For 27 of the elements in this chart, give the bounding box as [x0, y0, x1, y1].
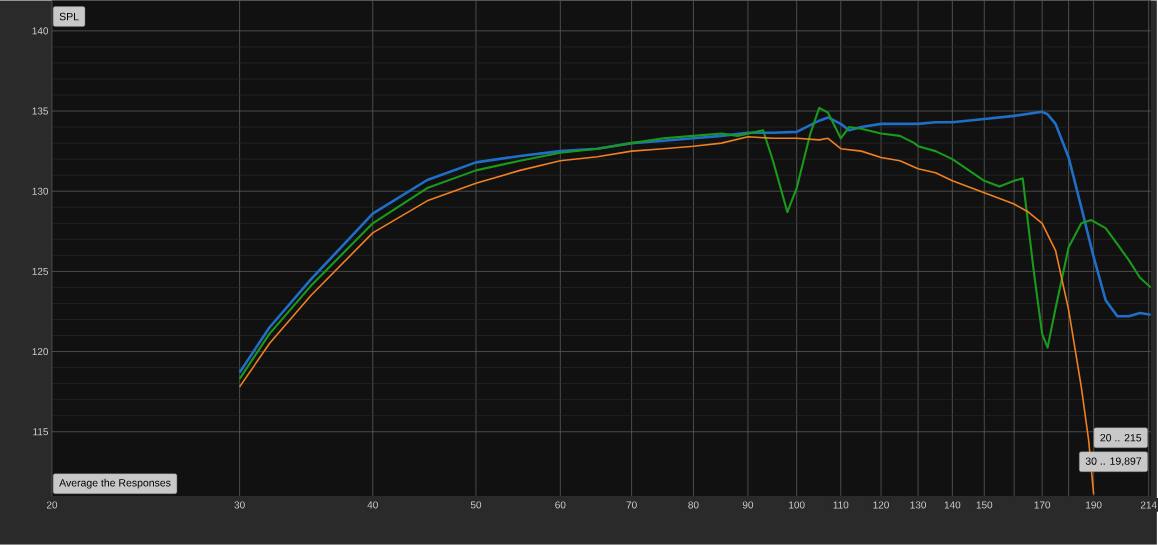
y-tick-label: 120	[32, 348, 49, 356]
annotation: 20 .. 215	[1100, 434, 1142, 442]
y-tick-label: 140	[32, 27, 49, 35]
x-tick-label: 70	[626, 501, 637, 509]
y-tick-label: 115	[33, 428, 49, 436]
y-tick-label: 125	[32, 267, 49, 275]
x-tick-label: 20	[46, 501, 58, 509]
x-tick-label: 90	[742, 501, 754, 509]
x-tick-label: 60	[555, 501, 566, 509]
x-tick-label: 50	[470, 501, 482, 509]
x-tick-label: 190	[1086, 501, 1102, 509]
x-tick-label: 120	[873, 501, 889, 509]
x-tick-label: 110	[833, 501, 849, 509]
annotation: SPL	[59, 12, 79, 21]
x-tick-label: 214	[1140, 501, 1157, 509]
y-tick-label: 130	[32, 187, 49, 195]
x-tick-label: 80	[688, 501, 699, 509]
y-tick-label: 135	[32, 107, 49, 115]
x-tick-label: 150	[976, 501, 993, 509]
x-tick-label: 40	[367, 501, 378, 509]
x-tick-label: 140	[944, 501, 961, 509]
annotation: 30 .. 19,897	[1085, 457, 1142, 467]
x-tick-label: 170	[1034, 501, 1051, 509]
x-tick-label: 100	[789, 501, 805, 509]
annotation: Average the Responses	[59, 478, 171, 489]
x-tick-label: 30	[234, 501, 245, 509]
x-tick-label: 130	[910, 501, 927, 509]
